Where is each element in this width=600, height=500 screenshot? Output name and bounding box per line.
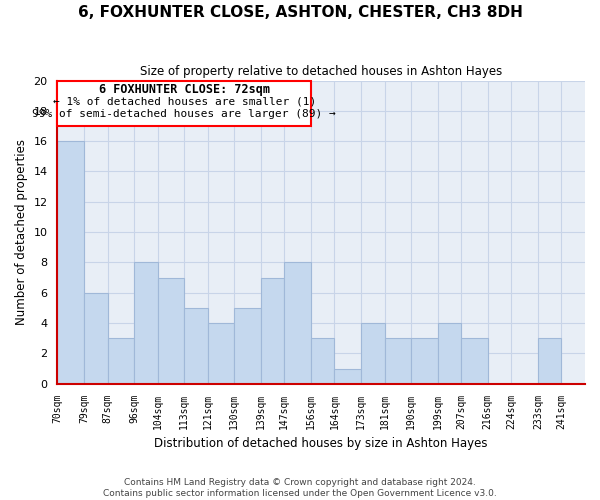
Bar: [334, 368, 361, 384]
Text: 6, FOXHUNTER CLOSE, ASHTON, CHESTER, CH3 8DH: 6, FOXHUNTER CLOSE, ASHTON, CHESTER, CH3…: [77, 5, 523, 20]
Bar: [361, 323, 385, 384]
Bar: [411, 338, 437, 384]
Bar: [158, 278, 184, 384]
Bar: [208, 323, 234, 384]
Bar: [234, 308, 261, 384]
Text: 6 FOXHUNTER CLOSE: 72sqm: 6 FOXHUNTER CLOSE: 72sqm: [98, 83, 269, 96]
Bar: [58, 80, 311, 126]
Bar: [107, 338, 134, 384]
Text: 99% of semi-detached houses are larger (89) →: 99% of semi-detached houses are larger (…: [32, 109, 336, 119]
Bar: [184, 308, 208, 384]
Bar: [58, 141, 84, 384]
Y-axis label: Number of detached properties: Number of detached properties: [15, 139, 28, 325]
Bar: [311, 338, 334, 384]
Text: Contains HM Land Registry data © Crown copyright and database right 2024.
Contai: Contains HM Land Registry data © Crown c…: [103, 478, 497, 498]
Bar: [261, 278, 284, 384]
Bar: [84, 293, 107, 384]
Bar: [461, 338, 488, 384]
Bar: [538, 338, 562, 384]
X-axis label: Distribution of detached houses by size in Ashton Hayes: Distribution of detached houses by size …: [154, 437, 488, 450]
Bar: [284, 262, 311, 384]
Bar: [437, 323, 461, 384]
Bar: [385, 338, 411, 384]
Bar: [134, 262, 158, 384]
Title: Size of property relative to detached houses in Ashton Hayes: Size of property relative to detached ho…: [140, 65, 502, 78]
Text: ← 1% of detached houses are smaller (1): ← 1% of detached houses are smaller (1): [53, 97, 316, 107]
